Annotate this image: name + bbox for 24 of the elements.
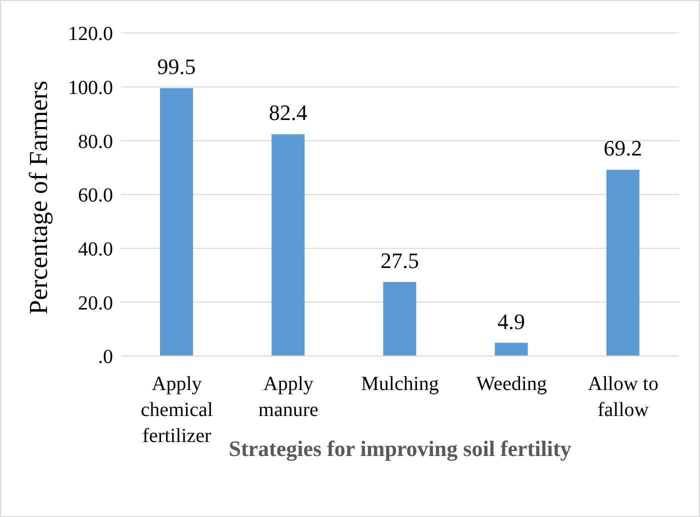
y-tick-label: 80.0 [78, 130, 113, 153]
bar [160, 88, 193, 356]
x-tick-label: Mulching [361, 373, 439, 395]
y-axis-title: Percentage of Farmers [24, 80, 54, 314]
x-tick-label: Weeding [476, 373, 547, 395]
bar [272, 134, 305, 356]
y-tick-label: 60.0 [78, 184, 113, 207]
x-axis-title: Strategies for improving soil fertility [228, 436, 572, 461]
y-tick-label: .0 [98, 346, 113, 368]
data-label: 4.9 [498, 308, 526, 334]
y-tick-label: 120.0 [68, 23, 113, 46]
bar [383, 282, 416, 356]
data-label: 27.5 [380, 248, 419, 273]
data-label: 82.4 [268, 100, 308, 126]
y-tick-label: 100.0 [68, 76, 113, 99]
y-tick-label: 20.0 [78, 292, 113, 314]
data-label: 99.5 [157, 54, 196, 80]
data-label: 69.2 [604, 136, 642, 161]
x-tick-label: Apply manure [258, 373, 318, 421]
bar [606, 170, 640, 356]
x-tick-label: Allow to fallow [588, 373, 658, 421]
y-tick-label: 40.0 [78, 238, 113, 260]
x-tick-label: Apply chemical fertilizer [140, 373, 214, 447]
bar [494, 342, 528, 356]
